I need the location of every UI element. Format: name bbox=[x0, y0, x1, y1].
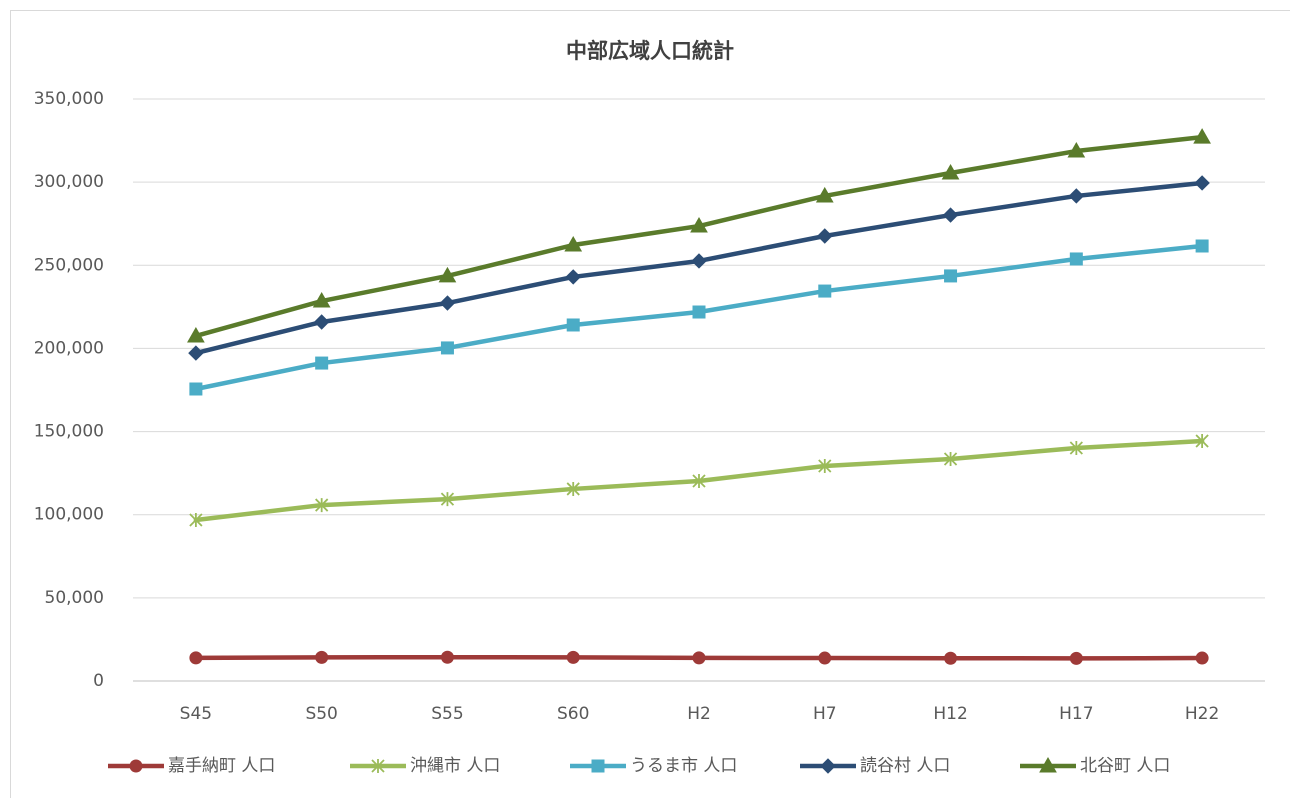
marker bbox=[1196, 240, 1208, 252]
marker bbox=[441, 651, 453, 663]
x-tick-label: H12 bbox=[933, 704, 967, 724]
y-tick-label: 50,000 bbox=[45, 588, 104, 608]
marker-shape bbox=[1070, 652, 1082, 664]
marker-shape bbox=[567, 319, 579, 331]
x-tick-label: H22 bbox=[1185, 704, 1219, 724]
x-tick-label: S45 bbox=[180, 704, 212, 724]
x-tick-label: H7 bbox=[813, 704, 837, 724]
marker bbox=[190, 652, 202, 664]
marker bbox=[441, 342, 453, 354]
chart-title: 中部広域人口統計 bbox=[566, 39, 734, 63]
marker-shape bbox=[1196, 652, 1208, 664]
marker-shape bbox=[190, 652, 202, 664]
marker bbox=[592, 760, 604, 772]
marker bbox=[819, 652, 831, 664]
marker-shape bbox=[693, 652, 705, 664]
x-tick-label: H2 bbox=[687, 704, 711, 724]
marker bbox=[190, 383, 202, 395]
marker-shape bbox=[190, 383, 202, 395]
y-tick-label: 300,000 bbox=[34, 172, 104, 192]
x-tick-label: H17 bbox=[1059, 704, 1093, 724]
legend-label: 読谷村 人口 bbox=[860, 756, 950, 776]
marker bbox=[1196, 652, 1208, 664]
x-tick-label: S60 bbox=[557, 704, 589, 724]
marker-shape bbox=[1196, 240, 1208, 252]
marker-shape bbox=[592, 760, 604, 772]
y-tick-label: 200,000 bbox=[34, 338, 104, 358]
marker-shape bbox=[441, 651, 453, 663]
marker-shape bbox=[819, 285, 831, 297]
marker bbox=[819, 285, 831, 297]
marker-shape bbox=[316, 651, 328, 663]
marker-shape bbox=[1070, 253, 1082, 265]
x-tick-label: S50 bbox=[305, 704, 337, 724]
y-tick-label: 0 bbox=[93, 671, 104, 691]
marker bbox=[945, 652, 957, 664]
legend-label: 嘉手納町 人口 bbox=[168, 756, 275, 776]
marker bbox=[567, 319, 579, 331]
marker-shape bbox=[819, 652, 831, 664]
marker bbox=[693, 306, 705, 318]
marker bbox=[316, 651, 328, 663]
y-tick-label: 150,000 bbox=[34, 422, 104, 442]
x-tick-label: S55 bbox=[431, 704, 463, 724]
marker bbox=[693, 652, 705, 664]
marker bbox=[945, 270, 957, 282]
marker-shape bbox=[945, 652, 957, 664]
chart-border bbox=[11, 11, 1290, 799]
marker bbox=[567, 651, 579, 663]
legend-label: 北谷町 人口 bbox=[1080, 756, 1170, 776]
legend-label: 沖縄市 人口 bbox=[410, 756, 500, 776]
marker-shape bbox=[945, 270, 957, 282]
marker bbox=[1070, 652, 1082, 664]
legend-label: うるま市 人口 bbox=[630, 756, 737, 776]
marker-shape bbox=[567, 651, 579, 663]
y-tick-label: 350,000 bbox=[34, 89, 104, 109]
marker bbox=[130, 760, 142, 772]
marker-shape bbox=[693, 306, 705, 318]
marker bbox=[316, 357, 328, 369]
marker-shape bbox=[441, 342, 453, 354]
y-tick-label: 100,000 bbox=[34, 505, 104, 525]
marker bbox=[1070, 253, 1082, 265]
marker-shape bbox=[316, 357, 328, 369]
y-tick-label: 250,000 bbox=[34, 255, 104, 275]
marker-shape bbox=[130, 760, 142, 772]
